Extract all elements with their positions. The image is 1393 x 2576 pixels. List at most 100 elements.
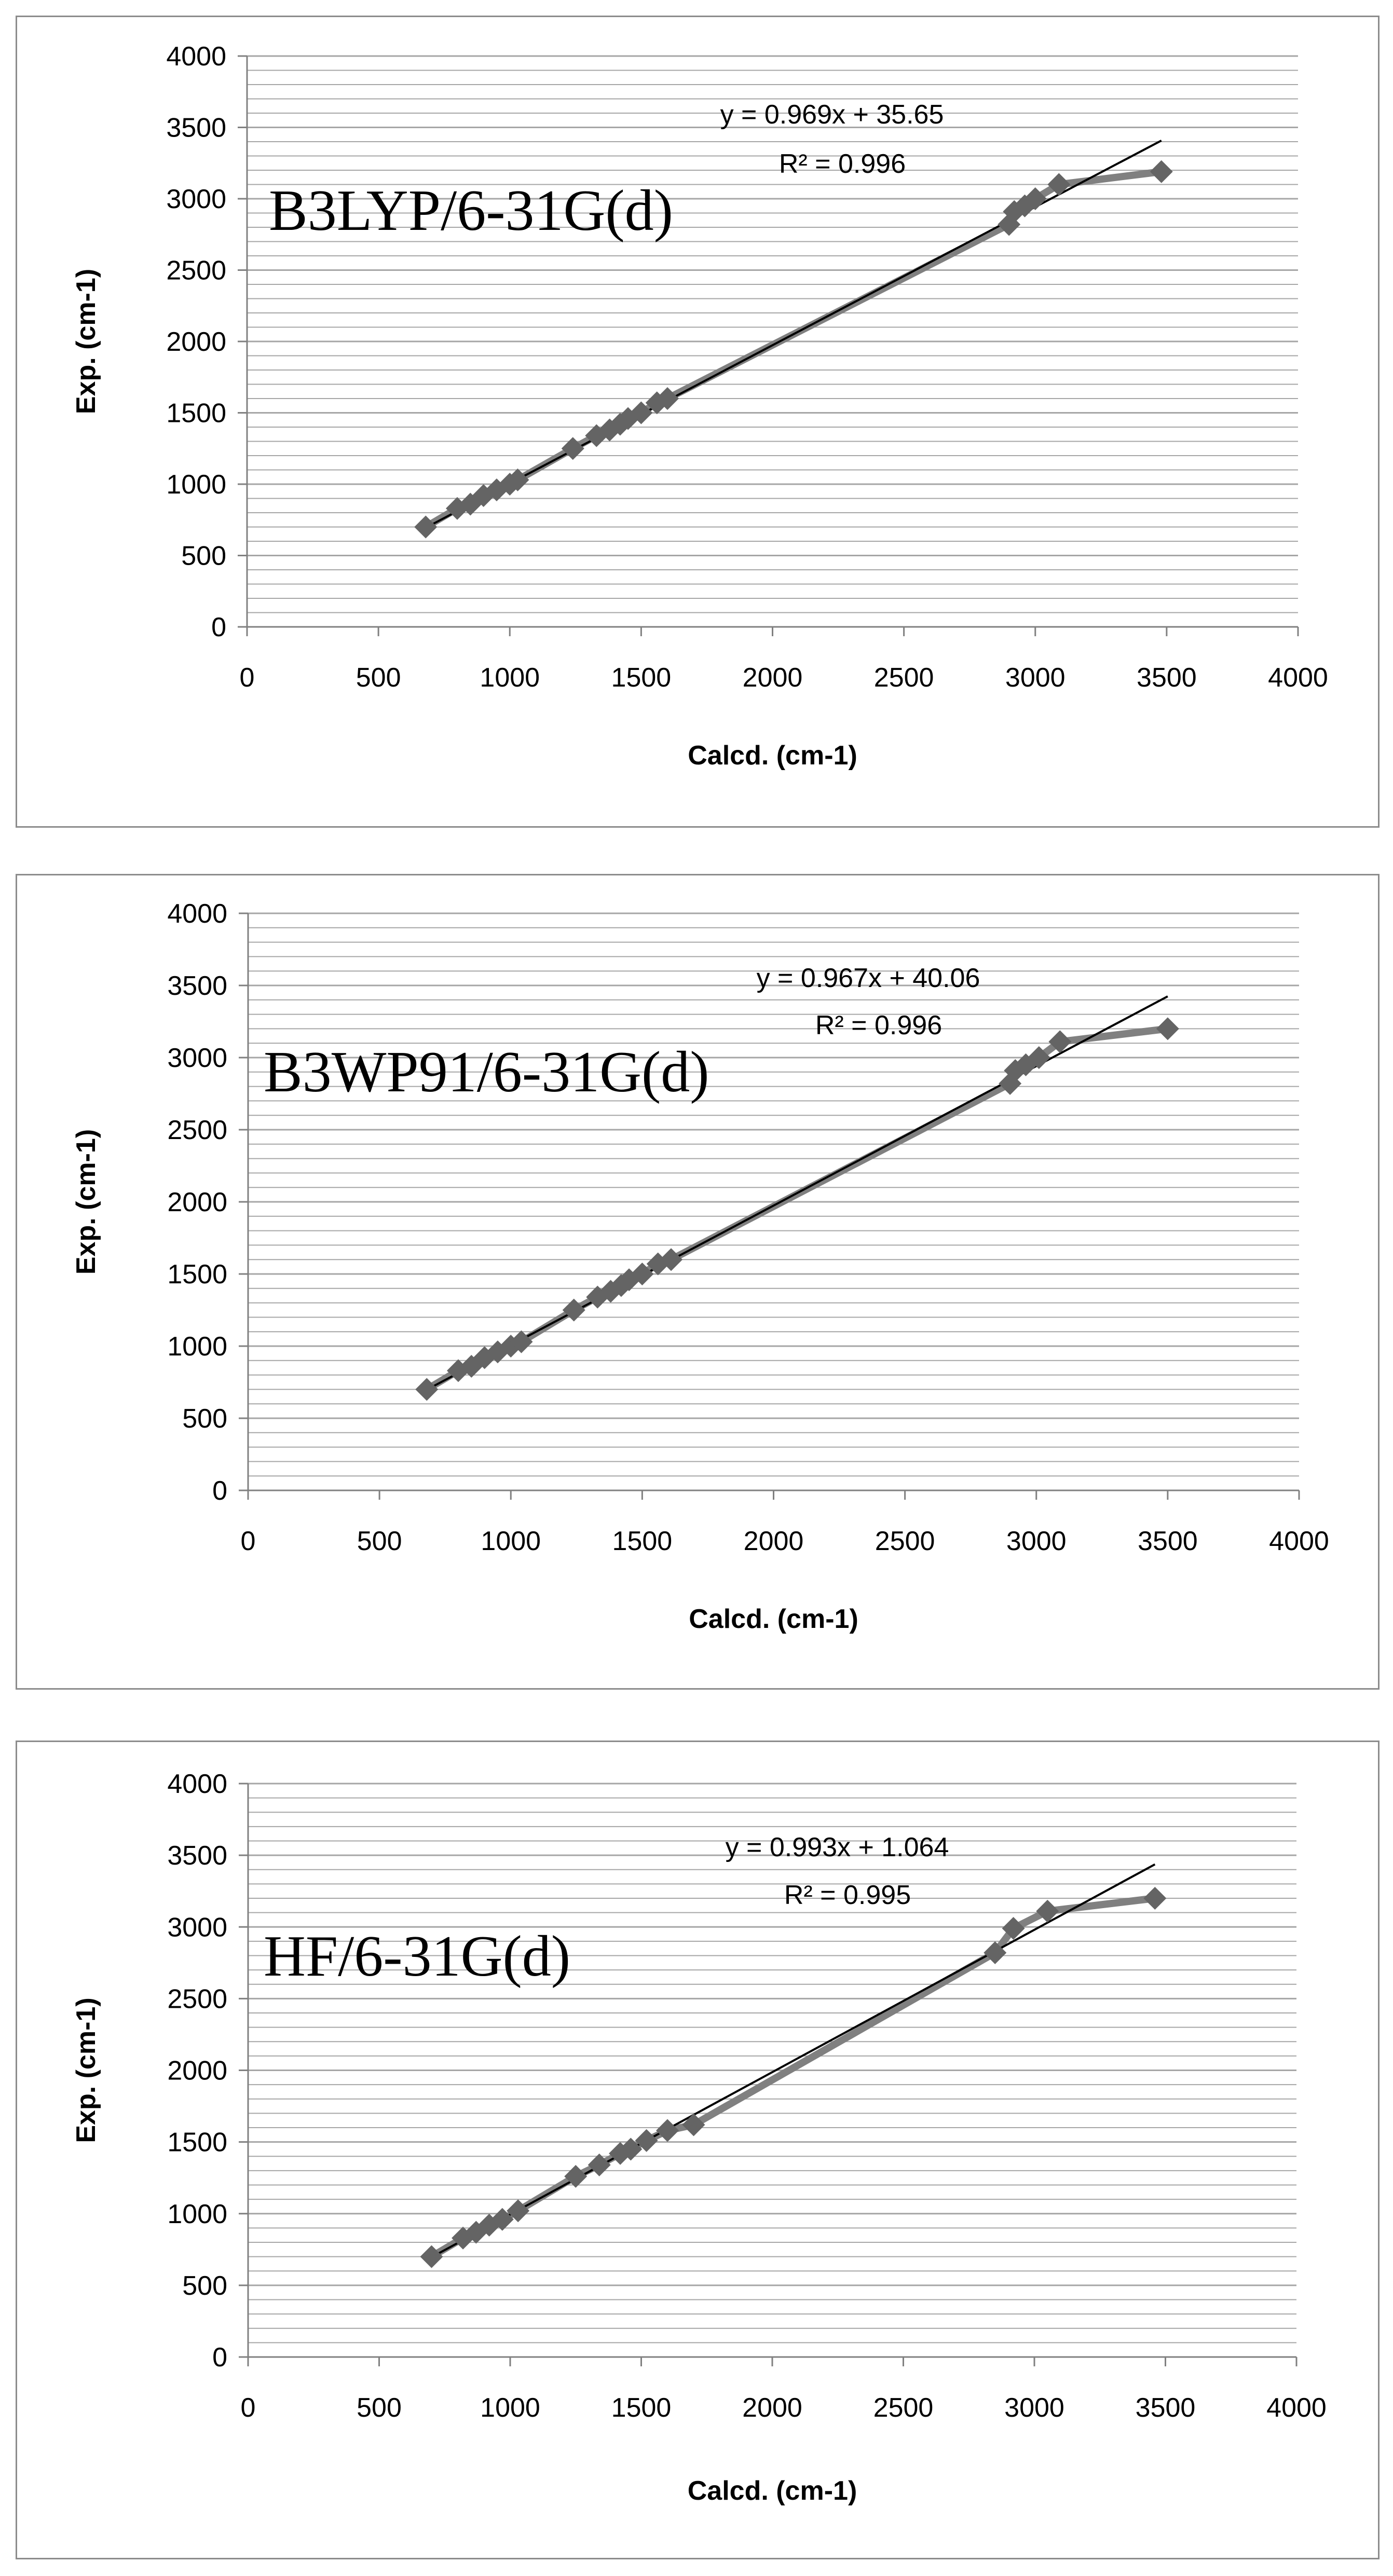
method-label: B3LYP/6-31G(d)	[269, 179, 673, 243]
x-tick-label: 3000	[1006, 1526, 1067, 1556]
x-tick-label: 2500	[873, 2393, 934, 2423]
y-tick-label: 1000	[167, 2199, 227, 2229]
x-tick-label: 3000	[1004, 2393, 1064, 2423]
y-tick-label: 500	[182, 1404, 227, 1434]
data-point-marker	[506, 468, 529, 491]
data-point-marker	[1023, 187, 1047, 210]
x-axis-title: Calcd. (cm-1)	[688, 741, 857, 771]
x-tick-label: 3500	[1136, 2393, 1196, 2423]
y-tick-label: 1000	[166, 470, 226, 500]
data-point-marker	[660, 1248, 683, 1271]
y-tick-label: 4000	[167, 899, 227, 929]
x-tick-label: 1000	[480, 2393, 540, 2423]
y-tick-label: 2500	[167, 1115, 227, 1145]
x-tick-label: 2000	[743, 663, 803, 693]
y-tick-label: 0	[212, 1476, 227, 1506]
data-point-marker	[682, 2113, 705, 2136]
data-point-marker	[510, 1330, 533, 1353]
x-axis-title: Calcd. (cm-1)	[689, 1604, 858, 1634]
x-tick-label: 0	[241, 1526, 256, 1556]
method-label: HF/6-31G(d)	[264, 1924, 570, 1989]
data-point-marker	[490, 2208, 514, 2231]
x-tick-label: 1500	[611, 2393, 672, 2423]
x-tick-label: 1500	[611, 663, 672, 693]
x-tick-label: 3500	[1137, 663, 1197, 693]
x-tick-label: 2000	[744, 1526, 804, 1556]
x-tick-label: 500	[357, 1526, 402, 1556]
data-point-marker	[561, 437, 584, 460]
x-tick-label: 500	[357, 2393, 402, 2423]
data-point-marker	[656, 387, 679, 410]
data-point-marker	[420, 2245, 443, 2268]
data-point-marker	[1143, 1887, 1167, 1910]
x-tick-label: 2500	[874, 663, 934, 693]
y-tick-label: 3000	[166, 184, 226, 214]
chart-panel-hf: 0 500 1000 1500 2000 2500 3000 3500 4000 0 500 1000…	[16, 1741, 1380, 2559]
data-point-marker	[1156, 1017, 1179, 1040]
data-point-marker	[1002, 1917, 1025, 1940]
y-tick-label: 4000	[167, 1769, 227, 1799]
chart-b3wp91: 0 500 1000 1500 2000 2500 3000 3500 4000 0 500 1000…	[71, 899, 1329, 1634]
x-axis-title: Calcd. (cm-1)	[688, 2476, 857, 2506]
y-tick-label: 3000	[167, 1912, 227, 1942]
linear-trendline	[431, 1863, 1156, 2258]
x-tick-label: 3500	[1138, 1526, 1198, 1556]
data-point-marker	[631, 1263, 654, 1285]
x-tick-label: 4000	[1266, 2393, 1327, 2423]
y-tick-label: 3500	[166, 113, 226, 143]
data-point-marker	[1027, 1046, 1050, 1069]
y-tick-label: 0	[212, 2342, 227, 2373]
x-tick-label: 0	[241, 2393, 256, 2423]
y-tick-label: 0	[211, 612, 226, 642]
y-tick-label: 2000	[167, 1187, 227, 1217]
chart-hf: 0 500 1000 1500 2000 2500 3000 3500 4000 0 500 1000…	[71, 1769, 1327, 2506]
x-tick-label: 1500	[612, 1526, 673, 1556]
y-tick-label: 4000	[166, 42, 226, 72]
r-squared-label: R² = 0.995	[784, 1880, 911, 1910]
data-point-marker	[984, 1941, 1007, 1964]
x-tick-label: 1000	[480, 663, 540, 693]
data-point-marker	[619, 2137, 643, 2161]
x-tick-label: 500	[356, 663, 401, 693]
y-tick-label: 3000	[167, 1043, 227, 1073]
chart-panel-b3wp91: 0 500 1000 1500 2000 2500 3000 3500 4000 0 500 1000…	[16, 874, 1380, 1690]
y-tick-label: 3500	[167, 1841, 227, 1871]
y-tick-label: 1500	[166, 399, 226, 429]
trendline-equation: y = 0.969x + 35.65	[720, 100, 944, 130]
x-tick-label: 2500	[875, 1526, 935, 1556]
data-point-marker	[460, 1354, 483, 1378]
chart-b3lyp: 0 500 1000 1500 2000 2500 3000 3500 4000 0 500 1000…	[71, 42, 1328, 771]
data-point-marker	[630, 401, 653, 424]
data-point-marker	[562, 1298, 585, 1322]
y-axis-title: Exp. (cm-1)	[71, 269, 101, 414]
data-point-marker	[414, 515, 438, 539]
data-point-marker	[1036, 1899, 1059, 1923]
data-point-marker	[588, 2153, 611, 2176]
data-point-marker	[507, 2199, 530, 2223]
y-tick-label: 1500	[167, 1259, 227, 1290]
x-tick-label: 0	[240, 663, 255, 693]
r-squared-label: R² = 0.996	[815, 1010, 942, 1040]
y-tick-label: 2500	[167, 1984, 227, 2014]
y-tick-label: 1000	[167, 1332, 227, 1362]
data-point-marker	[415, 1378, 439, 1401]
x-tick-label: 4000	[1269, 1526, 1329, 1556]
trendline-equation: y = 0.967x + 40.06	[757, 963, 980, 993]
x-tick-label: 2000	[742, 2393, 802, 2423]
data-point-marker	[1047, 173, 1071, 196]
y-tick-label: 3500	[167, 971, 227, 1001]
r-squared-label: R² = 0.996	[779, 149, 906, 179]
data-point-marker	[599, 1280, 622, 1303]
x-tick-label: 3000	[1005, 663, 1066, 693]
y-axis-title: Exp. (cm-1)	[71, 1129, 101, 1275]
y-axis-title: Exp. (cm-1)	[71, 1997, 101, 2143]
x-tick-label: 4000	[1268, 663, 1328, 693]
data-point-marker	[1150, 160, 1173, 183]
data-point-marker	[1048, 1030, 1072, 1053]
y-tick-label: 500	[181, 541, 226, 571]
trendline-equation: y = 0.993x + 1.064	[726, 1832, 949, 1862]
y-tick-label: 2000	[167, 2056, 227, 2086]
data-point-marker	[635, 2129, 658, 2152]
method-label: B3WP91/6-31G(d)	[264, 1040, 709, 1104]
y-tick-label: 2500	[166, 256, 226, 286]
